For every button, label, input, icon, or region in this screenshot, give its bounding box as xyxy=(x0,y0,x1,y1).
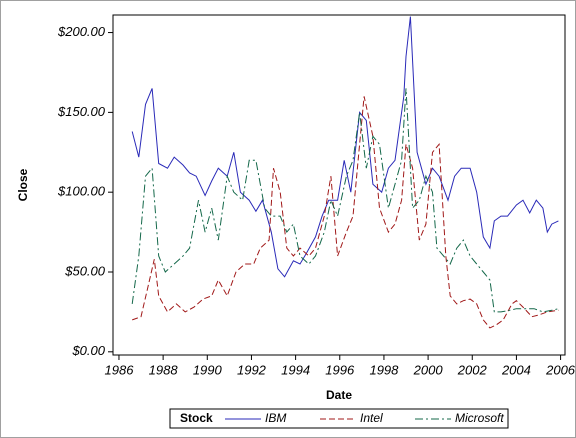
y-tick-label: $50.00 xyxy=(64,263,106,278)
legend-label: Microsoft xyxy=(455,411,504,425)
legend-label: IBM xyxy=(265,411,286,425)
line-series xyxy=(131,16,559,278)
x-axis-label: Date xyxy=(326,388,352,402)
x-tick-label: 2004 xyxy=(501,362,531,377)
x-tick-label: 1994 xyxy=(281,362,310,377)
legend-label: Intel xyxy=(360,411,383,425)
x-tick-label: 1992 xyxy=(237,362,267,377)
x-tick-label: 1998 xyxy=(369,362,399,377)
x-tick-label: 2002 xyxy=(457,362,488,377)
y-tick-label: $150.00 xyxy=(57,104,106,119)
line-series xyxy=(131,88,559,313)
x-tick-label: 2000 xyxy=(413,362,444,377)
y-tick-label: $100.00 xyxy=(57,184,106,199)
line-series xyxy=(132,96,559,329)
x-tick-label: 1988 xyxy=(149,362,179,377)
x-tick-label: 1996 xyxy=(325,362,355,377)
x-tick-label: 2006 xyxy=(545,362,576,377)
plot-frame xyxy=(112,14,566,356)
x-tick-label: 1986 xyxy=(105,362,135,377)
y-axis-label: Close xyxy=(16,168,30,201)
y-tick-label: $0.00 xyxy=(71,343,105,358)
legend-title: Stock xyxy=(180,411,213,425)
x-tick-label: 1990 xyxy=(193,362,223,377)
y-tick-label: $200.00 xyxy=(57,24,106,39)
